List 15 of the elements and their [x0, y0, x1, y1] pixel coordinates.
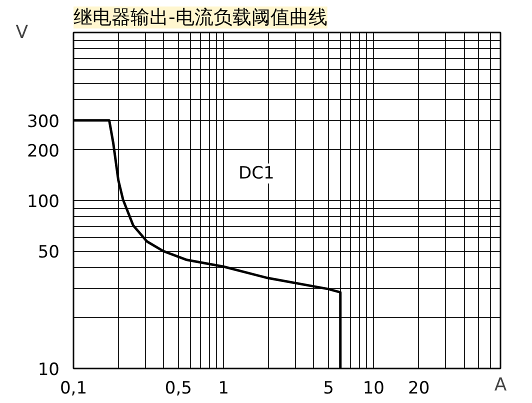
x-tick-label: 1 [218, 378, 230, 398]
y-tick-label: 100 [27, 192, 60, 212]
y-tick-label: 10 [38, 360, 60, 380]
chart-title: 继电器输出-电流负载阈值曲线 [74, 6, 328, 28]
x-tick-label: 0,1 [60, 378, 88, 398]
y-tick-label: 50 [38, 242, 60, 263]
x-tick-label: 5 [323, 378, 334, 398]
annotation: DC1 [238, 164, 274, 184]
x-tick-label: 10 [362, 378, 384, 398]
y-axis-title: V [16, 22, 29, 43]
x-tick-label: 0,5 [164, 378, 192, 398]
x-axis-title: A [494, 374, 508, 396]
y-tick-label: 200 [27, 141, 60, 162]
y-tick-label: 300 [27, 112, 60, 132]
x-tick-label: 20 [408, 378, 430, 398]
